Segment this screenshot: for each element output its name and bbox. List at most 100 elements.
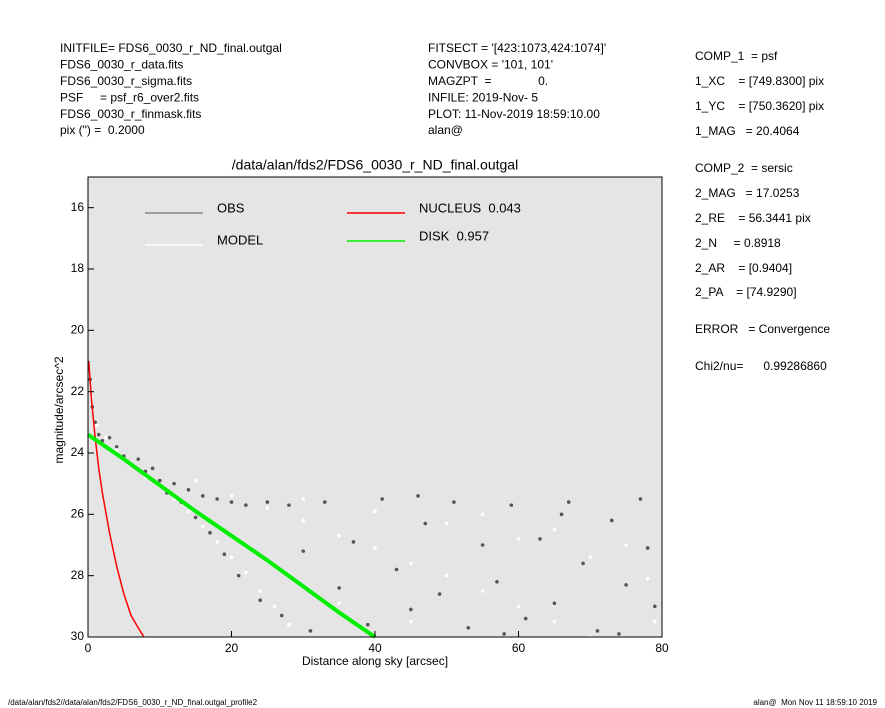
data-point [653,619,657,624]
data-point [645,546,650,550]
data-point [236,573,241,578]
info-text: 2_MAG = 17.0253 [695,186,800,200]
data-point [229,555,234,560]
data-point [552,527,557,532]
data-point [480,512,485,517]
data-point [409,561,413,566]
info-text: COMP_2 = sersic [695,161,793,175]
data-point [157,478,162,483]
data-point [258,598,263,602]
info-text: MAGZPT = 0. [428,74,548,88]
info-text: COMP_1 = psf [695,49,778,63]
data-point [136,457,141,461]
data-line [86,432,377,639]
data-point [480,543,485,547]
data-point [495,580,499,584]
data-point [301,518,306,523]
data-point [523,616,528,621]
data-point [416,494,420,498]
data-point [337,534,341,538]
data-point [480,589,485,593]
info-text: pix (") = 0.2000 [60,123,145,137]
data-point [104,435,108,440]
data-point [409,619,413,624]
data-point [265,500,270,504]
data-point [444,573,449,578]
data-point [279,613,284,618]
info-text: 2_N = 0.8918 [695,236,781,250]
legend-label: OBS [217,200,245,215]
data-point [552,619,557,624]
data-point [222,552,227,556]
data-point [172,481,176,486]
data-point [337,601,341,606]
data-point [380,497,384,501]
legend-label: NUCLEUS 0.043 [419,200,521,215]
info-text: INFILE: 2019-Nov- 5 [428,90,538,104]
data-point [373,546,377,550]
data-point [107,435,112,440]
info-text: INITFILE= FDS6_0030_r_ND_final.outgal [60,41,282,55]
footer-right: alan@ Mon Nov 11 18:59:10 2019 [753,698,877,707]
info-text: Chi2/nu= 0.99286860 [695,359,827,373]
info-text: alan@ [428,123,463,137]
data-line [87,360,145,638]
legend-label: MODEL [217,232,263,247]
info-text: 2_RE = 56.3441 pix [695,211,811,225]
data-point [423,521,428,526]
data-point [509,503,514,507]
y-tick-label: 28 [71,568,85,582]
data-point [516,604,521,609]
x-tick-label: 0 [85,641,92,655]
data-point [150,466,155,471]
footer-left: /data/alan/fds2//data/alan/fds2/FDS6_003… [8,698,258,707]
data-point [366,622,370,627]
plot-background [88,177,662,637]
data-point [265,506,270,511]
data-point [114,448,119,452]
data-point [201,524,205,529]
info-text: PSF = psf_r6_over2.fits [60,90,199,104]
data-point [244,570,248,575]
data-point [193,515,198,520]
data-point [452,500,456,504]
data-point [466,626,471,630]
data-point [552,601,557,606]
data-point [114,445,119,449]
data-point [437,592,442,596]
data-point [624,543,628,547]
data-point [258,589,263,593]
info-text: PLOT: 11-Nov-2019 18:59:10.00 [428,107,600,121]
data-point [617,632,621,636]
y-tick-label: 26 [71,507,85,521]
x-tick-label: 20 [225,641,239,655]
data-point [516,537,521,541]
info-text: 1_XC = [749.8300] pix [695,74,824,88]
y-tick-label: 18 [71,261,85,275]
data-point [193,478,198,483]
info-text: 2_PA = [74.9290] [695,285,797,299]
info-text: ERROR = Convergence [695,322,830,336]
info-text: FITSECT = '[423:1073,424:1074]' [428,41,606,55]
y-tick-label: 20 [71,323,85,337]
info-text: 1_MAG = 20.4064 [695,124,800,138]
data-point [581,561,585,566]
x-tick-label: 60 [512,641,526,655]
data-point [229,500,234,504]
y-tick-label: 22 [71,384,85,398]
data-point [351,540,356,544]
data-point [394,567,399,572]
data-point [624,583,628,587]
data-point [409,607,413,612]
data-point [638,497,643,501]
info-text: FDS6_0030_r_finmask.fits [60,107,201,121]
data-point [94,423,99,428]
data-point [186,488,191,492]
data-point [373,509,377,514]
data-point [444,521,449,526]
y-axis-label: magnitude/arcsec^2 [52,356,66,463]
chart-title: /data/alan/fds2/FDS6_0030_r_ND_final.out… [232,157,518,173]
data-point [96,432,101,437]
legend-label: DISK 0.957 [419,228,489,243]
